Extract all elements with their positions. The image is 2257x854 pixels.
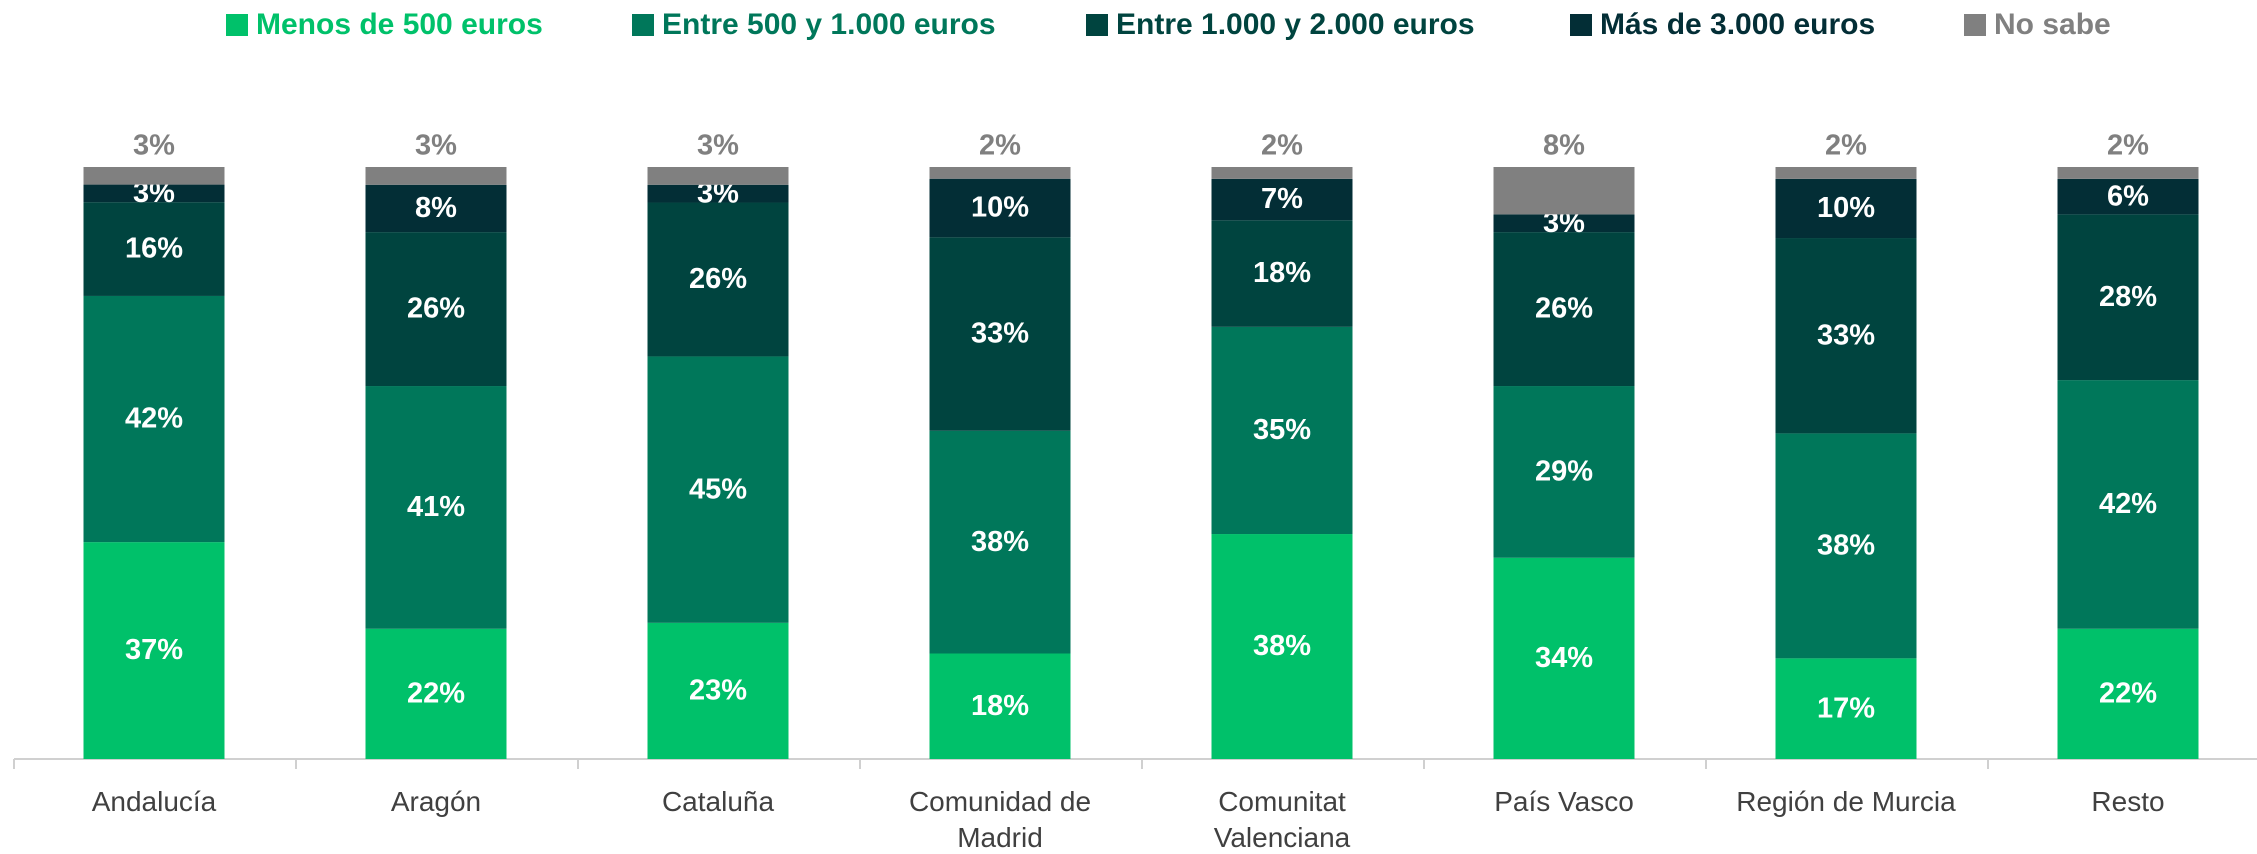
bar-segment bbox=[647, 622, 789, 759]
bar-segment bbox=[929, 430, 1071, 654]
bar-segment bbox=[929, 167, 1071, 179]
bar-segment bbox=[2057, 628, 2199, 759]
data-label: 6% bbox=[2107, 180, 2149, 212]
bar-segment bbox=[365, 167, 507, 185]
bar-segment bbox=[929, 178, 1071, 238]
bar-segment bbox=[1493, 557, 1635, 759]
bar-segment bbox=[83, 202, 225, 296]
data-label: 8% bbox=[415, 192, 457, 224]
data-label: 10% bbox=[1817, 192, 1875, 224]
data-label: 42% bbox=[125, 403, 183, 435]
data-label: 2% bbox=[979, 130, 1021, 162]
bar-segment bbox=[1775, 658, 1917, 759]
bar-segment bbox=[365, 386, 507, 629]
bar-segment bbox=[2057, 214, 2199, 381]
x-tick-label: País Vasco bbox=[1494, 786, 1634, 817]
data-label: 2% bbox=[1825, 130, 1867, 162]
data-label: 38% bbox=[1253, 630, 1311, 662]
bar-segment bbox=[83, 167, 225, 185]
bar-segment bbox=[1775, 178, 1917, 239]
bar-segment bbox=[83, 542, 225, 759]
data-label: 26% bbox=[689, 263, 747, 295]
x-tick-label: Cataluña bbox=[661, 786, 775, 817]
data-label: 16% bbox=[125, 233, 183, 265]
bar-segment bbox=[647, 202, 789, 357]
data-label: 34% bbox=[1535, 642, 1593, 674]
bar-segment bbox=[2057, 167, 2199, 179]
data-label: 22% bbox=[2099, 678, 2157, 710]
bar-segment bbox=[1493, 214, 1635, 233]
legend-label: No sabe bbox=[1994, 8, 2111, 41]
x-tick-label: Región de Murcia bbox=[1736, 786, 1956, 817]
bar-segment bbox=[1775, 238, 1917, 434]
data-label: 29% bbox=[1535, 456, 1593, 488]
data-label: 37% bbox=[125, 634, 183, 666]
bar-segment bbox=[1493, 167, 1635, 215]
data-label: 28% bbox=[2099, 281, 2157, 313]
data-label: 22% bbox=[407, 678, 465, 710]
data-label: 26% bbox=[1535, 293, 1593, 325]
x-tick-label: Comunidad de Madrid bbox=[908, 786, 1092, 853]
legend-swatch bbox=[1964, 14, 1986, 36]
data-label: 8% bbox=[1543, 130, 1585, 162]
bar-segment bbox=[2057, 380, 2199, 629]
legend-label: Menos de 500 euros bbox=[256, 8, 543, 41]
data-label: 45% bbox=[689, 473, 747, 505]
bar-segment bbox=[1211, 534, 1353, 759]
bar-segment bbox=[929, 237, 1071, 431]
x-tick-label: Aragón bbox=[390, 786, 482, 817]
bar-segment bbox=[647, 167, 789, 185]
data-label: 18% bbox=[1253, 257, 1311, 289]
bar-segment bbox=[647, 356, 789, 623]
bar-segment bbox=[929, 653, 1071, 759]
legend-label: Entre 1.000 y 2.000 euros bbox=[1116, 8, 1475, 41]
legend-swatch bbox=[1570, 14, 1592, 36]
bar-segment bbox=[365, 184, 507, 233]
x-tick-label: Comunitat Valenciana bbox=[1213, 786, 1351, 853]
data-label: 33% bbox=[971, 318, 1029, 350]
bar-segment bbox=[1493, 386, 1635, 558]
bar-segment bbox=[1211, 178, 1353, 221]
data-label: 42% bbox=[2099, 488, 2157, 520]
bar-segment bbox=[1775, 167, 1917, 179]
data-label: 7% bbox=[1261, 183, 1303, 215]
bar-segment bbox=[1211, 167, 1353, 179]
bar-segment bbox=[1775, 433, 1917, 659]
bar-segment bbox=[647, 184, 789, 203]
data-label: 2% bbox=[1261, 130, 1303, 162]
bar-segment bbox=[365, 628, 507, 759]
legend-swatch bbox=[226, 14, 248, 36]
legend-swatch bbox=[632, 14, 654, 36]
data-label: 35% bbox=[1253, 414, 1311, 446]
data-label: 17% bbox=[1817, 692, 1875, 724]
legend-label: Entre 500 y 1.000 euros bbox=[662, 8, 996, 41]
data-label: 3% bbox=[133, 130, 175, 162]
data-label: 10% bbox=[971, 192, 1029, 224]
data-label: 3% bbox=[697, 130, 739, 162]
data-label: 23% bbox=[689, 675, 747, 707]
data-label: 3% bbox=[415, 130, 457, 162]
bar-segment bbox=[83, 295, 225, 543]
data-label: 38% bbox=[971, 526, 1029, 558]
bar-segment bbox=[83, 184, 225, 203]
bar-segment bbox=[1211, 220, 1353, 327]
x-tick-label: Resto bbox=[2091, 786, 2165, 817]
data-label: 2% bbox=[2107, 130, 2149, 162]
x-tick-label: Andalucía bbox=[91, 786, 217, 817]
data-label: 18% bbox=[971, 690, 1029, 722]
bar-segment bbox=[1211, 326, 1353, 535]
data-label: 26% bbox=[407, 293, 465, 325]
legend-swatch bbox=[1086, 14, 1108, 36]
data-label: 41% bbox=[407, 491, 465, 523]
bar-segment bbox=[365, 232, 507, 387]
legend-label: Más de 3.000 euros bbox=[1600, 8, 1875, 41]
data-label: 38% bbox=[1817, 530, 1875, 562]
bar-segment bbox=[2057, 178, 2199, 215]
data-label: 33% bbox=[1817, 319, 1875, 351]
bar-segment bbox=[1493, 232, 1635, 387]
